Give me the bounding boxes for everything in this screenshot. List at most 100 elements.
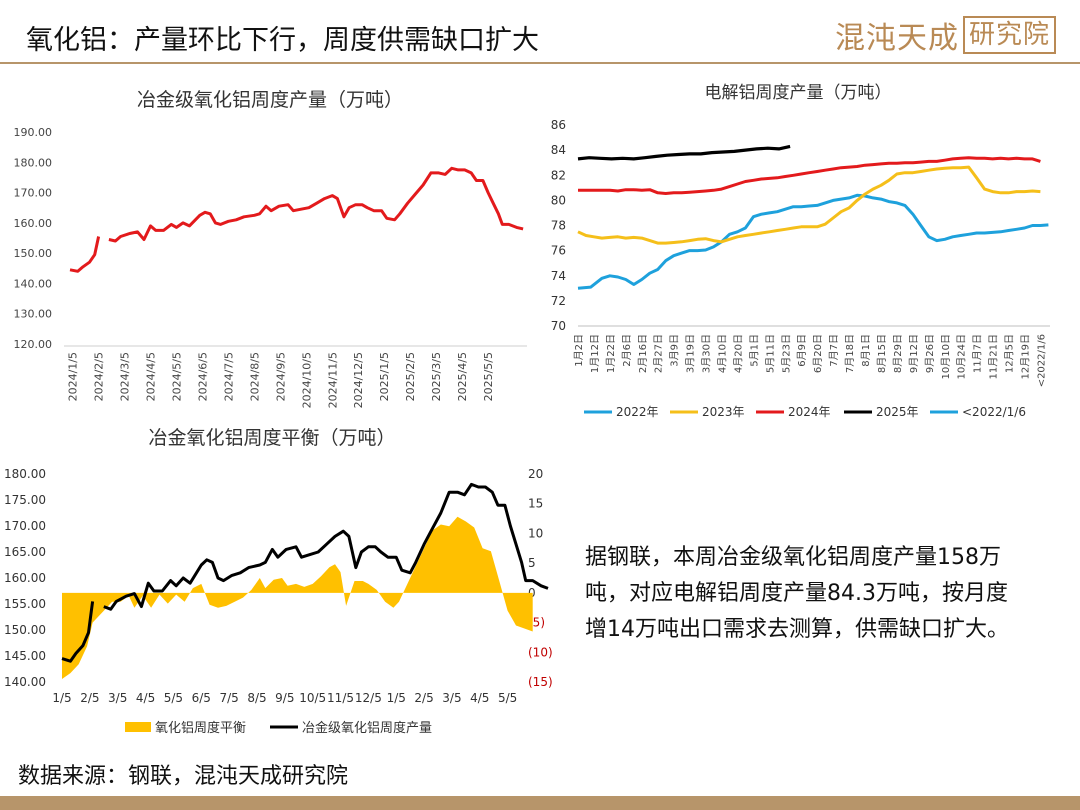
legend-label: 2022年	[616, 405, 659, 419]
y-tick-label: 165.00	[4, 545, 46, 559]
y-tick-label: 82	[551, 168, 566, 182]
x-tick-label: 12/5	[355, 691, 382, 705]
title-divider	[0, 62, 1080, 64]
x-tick-label: 2025/2/5	[404, 352, 417, 401]
legend-label: 氧化铝周度平衡	[155, 720, 246, 736]
x-tick-label: 2024/8/5	[248, 352, 261, 401]
y-tick-label: 84	[551, 143, 566, 157]
x-tick-label: 2/5	[80, 691, 99, 705]
logo-text: 混沌天成	[834, 21, 959, 56]
legend-label: <2022/1/6	[962, 405, 1026, 419]
legend-label: 2024年	[788, 405, 831, 419]
x-tick-label: 2月27日	[653, 334, 665, 373]
x-tick-label: 2月16日	[637, 334, 649, 373]
x-tick-label: 3月19日	[685, 334, 697, 373]
x-tick-label: 2025/1/5	[378, 352, 391, 401]
y-tick-label: 120.00	[14, 338, 53, 351]
alumina-balance-svg: 冶金氧化铝周度平衡（万吨） 140.00 145.00 150.00 155.00 160…	[4, 427, 553, 736]
x-tick-label: 10/5	[299, 691, 326, 705]
y-tick-label: 170.00	[14, 187, 53, 200]
chart-title: 电解铝周度产量（万吨）	[705, 83, 892, 103]
y-tick-label: 170.00	[4, 519, 46, 533]
y-tick-label: 86	[551, 118, 566, 132]
x-tick-label: 8月29日	[892, 334, 904, 373]
x-tick-label: 2024/7/5	[222, 352, 235, 401]
y-tick-label: 180.00	[14, 156, 53, 169]
x-tick-label: 1/5	[387, 691, 406, 705]
y2-tick-label: 20	[528, 467, 543, 481]
x-tick-label: 2024/12/5	[352, 352, 365, 408]
y2-tick-label: 15	[528, 497, 543, 511]
alumina-balance-chart: 冶金氧化铝周度平衡（万吨） 140.00 145.00 150.00 155.00 160…	[0, 420, 560, 750]
x-tick-label: 1/5	[52, 691, 71, 705]
y-tick-label: 175.00	[4, 493, 46, 507]
x-tick-label: 5/5	[498, 691, 517, 705]
series-line-1	[577, 165, 1041, 245]
source-note: 数据来源：钢联，混沌天成研究院	[18, 764, 349, 789]
x-tick-label: 11月7日	[972, 334, 984, 373]
x-tick-label: 2024/10/5	[300, 352, 313, 408]
x-tick-label: 3月30日	[701, 334, 713, 373]
aluminium-output-svg: 电解铝周度产量（万吨） 70 72 74 76 78 80 82 84 86 1月2日 1月12日 1月…	[551, 83, 1050, 419]
balance-area	[62, 516, 533, 679]
y-tick-label: 160.00	[14, 217, 53, 230]
chart-title: 冶金级氧化铝周度产量（万吨）	[137, 89, 403, 111]
x-tick-label: 2024/5/5	[170, 352, 183, 401]
legend-swatch	[125, 722, 151, 732]
y-tick-label: 130.00	[14, 308, 53, 321]
x-tick-label: 2024/9/5	[274, 352, 287, 401]
x-tick-label: 8月1日	[860, 334, 872, 367]
alumina-output-chart: 冶金级氧化铝周度产量（万吨） 120.00 130.00 140.00 150.00 16…	[0, 68, 540, 418]
y2-tick-label: (10)	[528, 645, 553, 659]
output-line	[69, 236, 101, 273]
y-tick-label: 145.00	[4, 649, 46, 663]
x-tick-label: 5月23日	[780, 334, 792, 373]
y-tick-label: 72	[551, 294, 566, 308]
x-tick-label: 12月5日	[1004, 334, 1016, 373]
x-tick-label: 2024/1/5	[67, 352, 80, 401]
x-tick-label: 3/5	[108, 691, 127, 705]
x-tick-label: 2月6日	[621, 334, 633, 367]
x-tick-label: 6月9日	[796, 334, 808, 367]
analysis-text: 据钢联，本周冶金级氧化铝周度产量158万吨，对应电解铝周度产量84.3万吨，按月…	[585, 545, 1009, 642]
y2-tick-label: 5	[528, 556, 536, 570]
x-tick-label: 2025/5/5	[482, 352, 495, 401]
y-tick-label: 80	[551, 193, 566, 207]
x-tick-label: 9月26日	[924, 334, 936, 373]
y-tick-label: 78	[551, 219, 566, 233]
x-tick-label: 1月12日	[589, 334, 601, 373]
x-tick-label: 5月1日	[748, 334, 760, 367]
series-line-2	[578, 156, 1041, 195]
x-tick-label: 3月9日	[669, 334, 681, 367]
x-tick-label: 7月18日	[844, 334, 856, 373]
y-tick-label: 140.00	[14, 277, 53, 290]
y-tick-label: 70	[551, 319, 566, 333]
y2-tick-label: 10	[528, 526, 543, 540]
x-tick-label: 2024/6/5	[196, 352, 209, 401]
x-tick-label: 5/5	[164, 691, 183, 705]
x-tick-label: 9月12日	[908, 334, 920, 373]
x-tick-label: 7/5	[219, 691, 238, 705]
x-tick-label: 11/5	[327, 691, 354, 705]
x-tick-label: 5月11日	[764, 334, 776, 373]
y2-tick-label: (15)	[528, 675, 553, 689]
chart-title: 冶金氧化铝周度平衡（万吨）	[148, 427, 395, 449]
x-tick-label: 6月20日	[812, 334, 824, 373]
x-tick-label: 7月7日	[828, 334, 840, 367]
x-tick-label: 2024/2/5	[93, 352, 106, 401]
y-tick-label: 160.00	[4, 571, 46, 585]
y-tick-label: 150.00	[14, 247, 53, 260]
output-line	[61, 601, 95, 663]
x-tick-label: 9/5	[275, 691, 294, 705]
aluminium-output-chart: 电解铝周度产量（万吨） 70 72 74 76 78 80 82 84 86 1月2日 1月12日 1月…	[540, 68, 1080, 438]
x-tick-label: 11月21日	[988, 334, 1000, 379]
x-tick-label: 1月2日	[573, 334, 585, 367]
x-tick-label: 1月22日	[605, 334, 617, 373]
x-tick-label: 12月19日	[1019, 334, 1031, 379]
x-tick-label: 4月20日	[732, 334, 744, 373]
legend-label: 2025年	[876, 405, 919, 419]
legend-label: 冶金级氧化铝周度产量	[302, 720, 432, 736]
x-tick-label: 2024/11/5	[326, 352, 339, 408]
y2-tick-label: 0	[528, 586, 536, 600]
x-tick-label: 2025/3/5	[430, 352, 443, 401]
